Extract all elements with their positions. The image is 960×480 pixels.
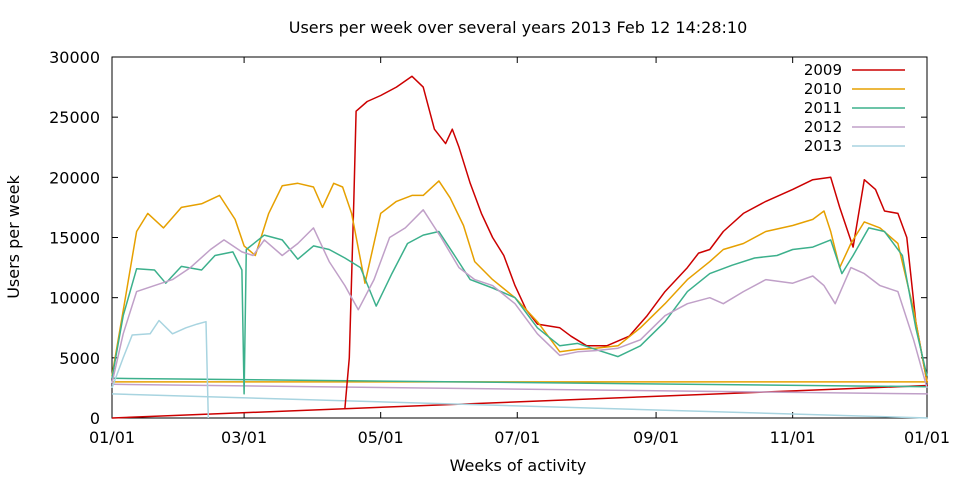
chart-title: Users per week over several years 2013 F… xyxy=(289,18,748,37)
series-line-2013 xyxy=(111,319,210,419)
y-tick-label: 10000 xyxy=(49,289,100,308)
y-tick-label: 25000 xyxy=(49,108,100,127)
x-tick-label: 01/01 xyxy=(89,428,135,447)
x-axis-label: Weeks of activity xyxy=(450,456,587,475)
baseline-2011 xyxy=(111,377,929,388)
series-line-2011 xyxy=(111,227,928,395)
y-axis: 0 5000 10000 15000 20000 25000 30000 xyxy=(49,48,927,428)
baseline-2013 xyxy=(111,393,929,419)
y-tick-label: 5000 xyxy=(59,349,100,368)
y-tick-label: 0 xyxy=(90,409,100,428)
x-tick-label: 01/01 xyxy=(904,428,950,447)
x-tick-label: 11/01 xyxy=(770,428,816,447)
baseline-2009 xyxy=(111,384,929,419)
legend-label-2013: 2013 xyxy=(804,137,842,155)
legend-label-2010: 2010 xyxy=(804,80,842,98)
baseline-2012 xyxy=(111,383,929,395)
y-tick-label: 30000 xyxy=(49,48,100,67)
series-lines xyxy=(111,75,929,419)
x-tick-label: 05/01 xyxy=(358,428,404,447)
series-line-2010 xyxy=(111,180,928,383)
series-line-2012 xyxy=(111,209,928,389)
y-tick-label: 20000 xyxy=(49,168,100,187)
x-tick-label: 03/01 xyxy=(221,428,267,447)
x-tick-label: 09/01 xyxy=(633,428,679,447)
legend-label-2011: 2011 xyxy=(804,99,842,117)
legend-label-2012: 2012 xyxy=(804,118,842,136)
x-axis: 01/01 03/01 05/01 07/01 09/01 11/01 01/01 xyxy=(89,57,950,447)
legend-label-2009: 2009 xyxy=(804,61,842,79)
y-tick-label: 15000 xyxy=(49,229,100,248)
y-axis-label: Users per week xyxy=(4,174,23,298)
x-tick-label: 07/01 xyxy=(494,428,540,447)
